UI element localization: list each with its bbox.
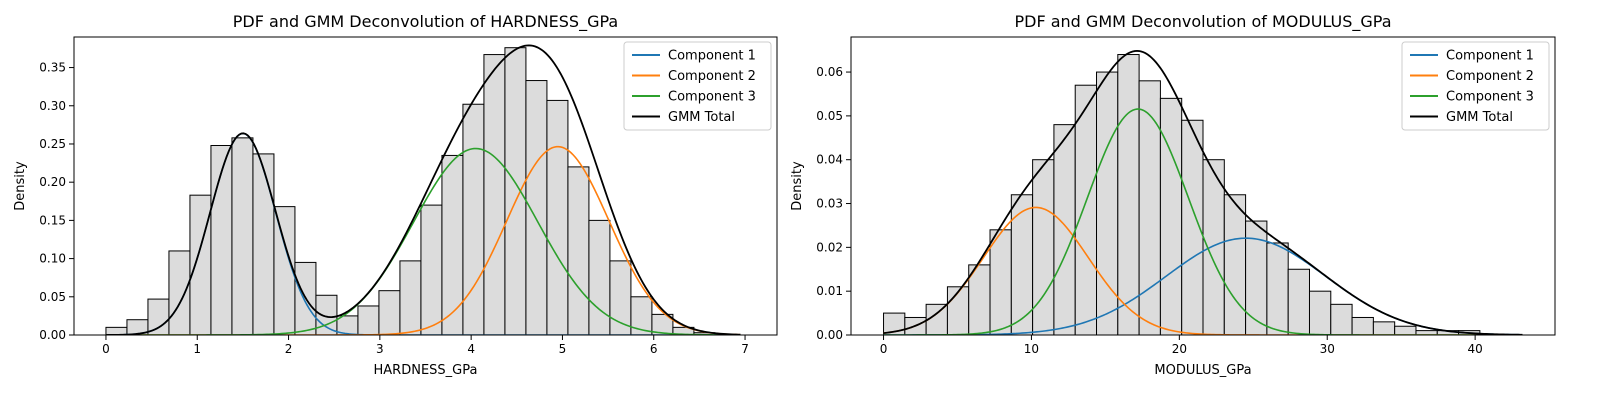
y-tick-label: 0.02: [816, 240, 843, 254]
hardness-chart-panel: PDF and GMM Deconvolution of HARDNESS_GP…: [13, 12, 778, 378]
histogram-bar: [1372, 321, 1396, 335]
y-axis-label: Density: [790, 161, 805, 211]
histogram-bar: [1223, 194, 1247, 335]
x-tick-label: 0: [102, 342, 110, 356]
x-tick-label: 7: [741, 342, 749, 356]
histogram-bar: [1032, 159, 1055, 335]
x-tick-label: 2: [285, 342, 293, 356]
x-tick-label: 10: [1024, 342, 1039, 356]
y-tick-label: 0.03: [816, 197, 843, 211]
histogram-bar: [420, 204, 443, 335]
x-tick-label: 4: [467, 342, 475, 356]
histogram-bar: [189, 194, 212, 335]
histogram-bar: [567, 166, 590, 335]
histogram-bar: [1330, 303, 1353, 335]
histogram-bar: [672, 326, 695, 335]
x-tick-label: 20: [1172, 342, 1187, 356]
histogram-bar: [1074, 84, 1098, 335]
histogram-bar: [1266, 242, 1289, 335]
histogram-bar: [1202, 159, 1225, 335]
component-2-curve: [883, 206, 1523, 335]
histogram-bar: [147, 298, 170, 335]
x-axis-label: MODULUS_GPa: [1154, 363, 1251, 378]
plot-area: [105, 44, 741, 335]
histogram-bar: [378, 290, 401, 335]
gmm-total-curve: [883, 50, 1523, 335]
y-tick-label: 0.01: [816, 284, 843, 298]
x-tick-label: 0: [880, 342, 888, 356]
histogram-bar: [483, 54, 506, 335]
y-tick-label: 0.35: [39, 61, 66, 75]
histogram-bar: [252, 153, 275, 335]
histogram-bar: [1308, 290, 1332, 335]
y-tick-label: 0.00: [816, 328, 843, 342]
x-tick-label: 1: [193, 342, 201, 356]
legend-label: Component 2: [668, 69, 756, 84]
histogram-bar: [1287, 268, 1310, 335]
legend-label: Component 1: [1446, 49, 1534, 64]
histogram-bar: [946, 286, 970, 335]
histogram-bar: [1096, 71, 1119, 335]
y-tick-label: 0.00: [39, 328, 66, 342]
histogram-bar: [1159, 97, 1183, 335]
y-tick-label: 0.06: [816, 65, 843, 79]
y-tick-label: 0.25: [39, 137, 66, 151]
legend-label: Component 1: [668, 49, 756, 64]
histogram-bar: [1351, 316, 1374, 335]
legend-box: [623, 41, 772, 131]
histogram-bar: [1010, 194, 1034, 335]
modulus-chart-panel: PDF and GMM Deconvolution of MODULUS_GPa…: [790, 12, 1556, 378]
legend-label: GMM Total: [668, 110, 735, 125]
chart-title: PDF and GMM Deconvolution of HARDNESS_GP…: [233, 12, 618, 32]
histogram-bar: [651, 313, 674, 335]
histogram-bar: [357, 305, 380, 335]
plot-area: [883, 50, 1523, 335]
histogram-bar: [399, 260, 422, 335]
y-tick-label: 0.15: [39, 213, 66, 227]
histogram-bar: [588, 219, 611, 335]
axes-frame: [850, 36, 1556, 336]
axes-frame: [73, 36, 778, 336]
component-2-curve: [105, 145, 741, 335]
histogram-bar: [168, 250, 191, 335]
y-tick-label: 0.05: [816, 109, 843, 123]
histogram-bar: [525, 80, 548, 335]
histogram-bar: [1394, 325, 1417, 335]
y-tick-label: 0.20: [39, 175, 66, 189]
histogram-bar: [989, 229, 1012, 335]
gmm-total-curve: [105, 44, 741, 335]
legend-label: GMM Total: [1446, 110, 1513, 125]
histogram-bar: [546, 99, 569, 335]
legend-label: Component 3: [1446, 90, 1534, 105]
x-tick-label: 6: [650, 342, 658, 356]
histogram-bar: [315, 294, 338, 335]
legend-label: Component 3: [668, 90, 756, 105]
legend: Component 1 Component 2 Component 3 GMM Tot…: [1401, 41, 1550, 131]
y-tick-label: 0.30: [39, 99, 66, 113]
y-axis-label: Density: [13, 161, 28, 211]
y-tick-label: 0.05: [39, 290, 66, 304]
legend: Component 1 Component 2 Component 3 GMM Tot…: [623, 41, 772, 131]
histogram-bar: [1138, 80, 1161, 335]
y-tick-label: 0.04: [816, 153, 843, 167]
histogram-bar: [1053, 124, 1076, 335]
histogram-bar: [504, 47, 527, 335]
x-tick-label: 3: [376, 342, 384, 356]
x-tick-label: 5: [559, 342, 567, 356]
x-tick-label: 40: [1467, 342, 1482, 356]
histogram-bar: [1117, 54, 1140, 335]
histogram-bar: [462, 103, 485, 335]
histogram-bar: [231, 137, 254, 335]
y-tick-label: 0.10: [39, 252, 66, 266]
component-3-curve: [883, 108, 1523, 335]
x-tick-label: 30: [1320, 342, 1335, 356]
x-axis-label: HARDNESS_GPa: [374, 363, 478, 378]
histogram-bar: [609, 260, 632, 335]
legend-label: Component 2: [1446, 69, 1534, 84]
chart-title: PDF and GMM Deconvolution of MODULUS_GPa: [1014, 12, 1391, 32]
histogram-bar: [441, 154, 464, 335]
legend-box: [1401, 41, 1550, 131]
